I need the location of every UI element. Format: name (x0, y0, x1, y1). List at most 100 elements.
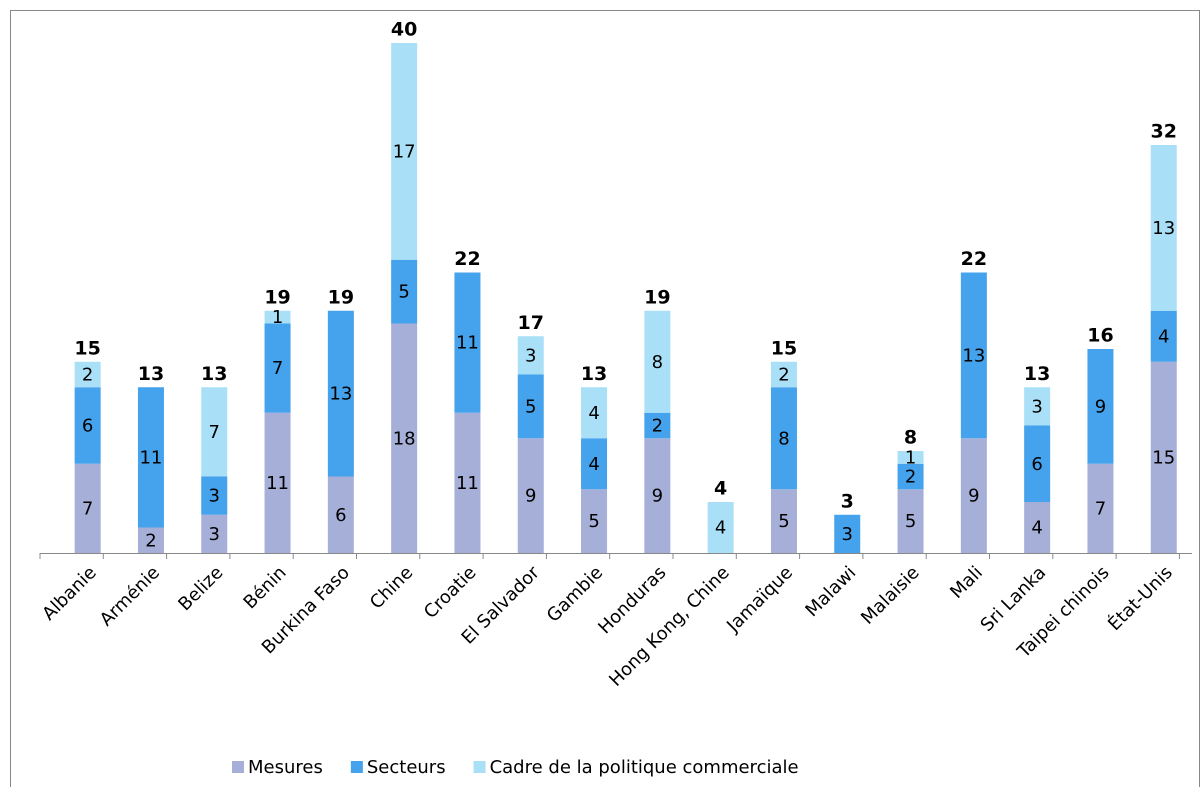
total-label: 13 (581, 363, 607, 385)
bar-segment (391, 43, 418, 260)
total-label: 19 (644, 286, 670, 308)
segment-label: 2 (905, 467, 916, 488)
segment-label: 4 (1031, 518, 1042, 539)
segment-label: 13 (1152, 218, 1175, 239)
bar-segment (517, 336, 544, 375)
bar-segment (74, 387, 101, 464)
bar-segment (770, 387, 797, 490)
segment-label: 8 (652, 352, 663, 373)
total-label: 40 (391, 19, 417, 41)
segment-label: 11 (456, 473, 479, 494)
total-label: 19 (328, 286, 354, 308)
bar-segment (264, 412, 291, 553)
x-tick-label: Croatie (420, 562, 481, 623)
x-tick-label: Hong Kong, Chine (605, 562, 734, 691)
segment-label: 2 (652, 416, 663, 437)
segment-label: 17 (393, 141, 416, 162)
x-tick-label: Albanie (38, 562, 100, 624)
segment-label: 4 (1158, 326, 1169, 347)
bar-segment (201, 387, 228, 477)
segment-label: 3 (525, 345, 536, 366)
segment-label: 9 (525, 486, 536, 507)
bar-segment (960, 272, 987, 439)
x-tick-label: Malawi (801, 562, 860, 621)
total-label: 16 (1087, 325, 1113, 347)
total-label: 3 (841, 490, 854, 512)
segment-label: 11 (456, 333, 479, 354)
segment-label: 1 (905, 447, 916, 468)
bar-segment (644, 310, 671, 413)
bar-segment (897, 489, 924, 553)
segment-label: 4 (715, 518, 726, 539)
legend-swatch (350, 761, 363, 773)
bar-segment (327, 476, 354, 553)
segment-label: 3 (1031, 396, 1042, 417)
segment-label: 3 (209, 486, 220, 507)
total-label: 13 (201, 363, 227, 385)
bar-segment (1024, 387, 1051, 426)
total-label: 15 (74, 337, 100, 359)
segment-label: 5 (588, 511, 599, 532)
bar-segment (644, 438, 671, 553)
segment-label: 6 (82, 416, 93, 437)
x-tick-label: Jamaïque (722, 562, 797, 637)
x-tick-label: Gambie (543, 562, 607, 626)
segment-label: 11 (266, 473, 289, 494)
bar-segment (1024, 502, 1051, 553)
legend: Mesures Secteurs Cadre de la politique com… (232, 757, 799, 778)
segment-label: 9 (652, 486, 663, 507)
bar-segment (137, 387, 164, 528)
bar-segment (264, 323, 291, 413)
total-label: 15 (771, 337, 797, 359)
bar-segment (391, 259, 418, 324)
bar-segment (74, 361, 101, 388)
segment-label: 5 (905, 511, 916, 532)
legend-swatch (232, 761, 244, 773)
bar-segment (517, 374, 544, 439)
segment-label: 9 (1095, 396, 1106, 417)
total-label: 4 (714, 478, 727, 500)
segment-label: 13 (962, 345, 985, 366)
bar-segment (327, 310, 354, 477)
segment-label: 3 (209, 524, 220, 545)
bar-segment (1150, 361, 1177, 553)
total-label: 22 (961, 248, 987, 270)
segment-label: 4 (588, 403, 599, 424)
legend-label: Cadre de la politique commerciale (490, 757, 799, 778)
bar-segment (74, 463, 101, 553)
bar-segment (517, 438, 544, 553)
x-tick-label: Bénin (240, 562, 291, 613)
bar-segment (1087, 463, 1114, 553)
segment-label: 7 (209, 422, 220, 443)
segment-label: 1 (272, 307, 283, 328)
segment-label: 8 (778, 428, 789, 449)
total-label: 22 (454, 248, 480, 270)
segment-label: 5 (398, 282, 409, 303)
segment-label: 6 (335, 505, 346, 526)
bar-segment (1087, 349, 1114, 464)
total-label: 13 (138, 363, 164, 385)
segment-label: 6 (1031, 454, 1042, 475)
total-label: 8 (904, 427, 917, 449)
segment-label: 7 (1095, 498, 1106, 519)
bar-segment (264, 310, 291, 324)
bar-segment (897, 463, 924, 490)
legend-label: Secteurs (367, 757, 446, 778)
x-tick-label: Mali (946, 562, 987, 603)
bar-segment (581, 438, 608, 490)
x-tick-label: Malaisie (857, 562, 924, 629)
bar-segment (770, 489, 797, 553)
segment-label: 2 (82, 365, 93, 386)
total-label: 32 (1151, 121, 1177, 143)
bar-segment (1024, 425, 1051, 502)
x-tick-label: État-Unis (1103, 562, 1177, 636)
bar-segment (454, 412, 481, 553)
segment-label: 5 (525, 396, 536, 417)
segment-label: 2 (145, 530, 156, 551)
segment-label: 11 (139, 447, 162, 468)
bar-segment (1150, 310, 1177, 362)
bar-segment (391, 323, 418, 553)
bar-segment (770, 361, 797, 388)
